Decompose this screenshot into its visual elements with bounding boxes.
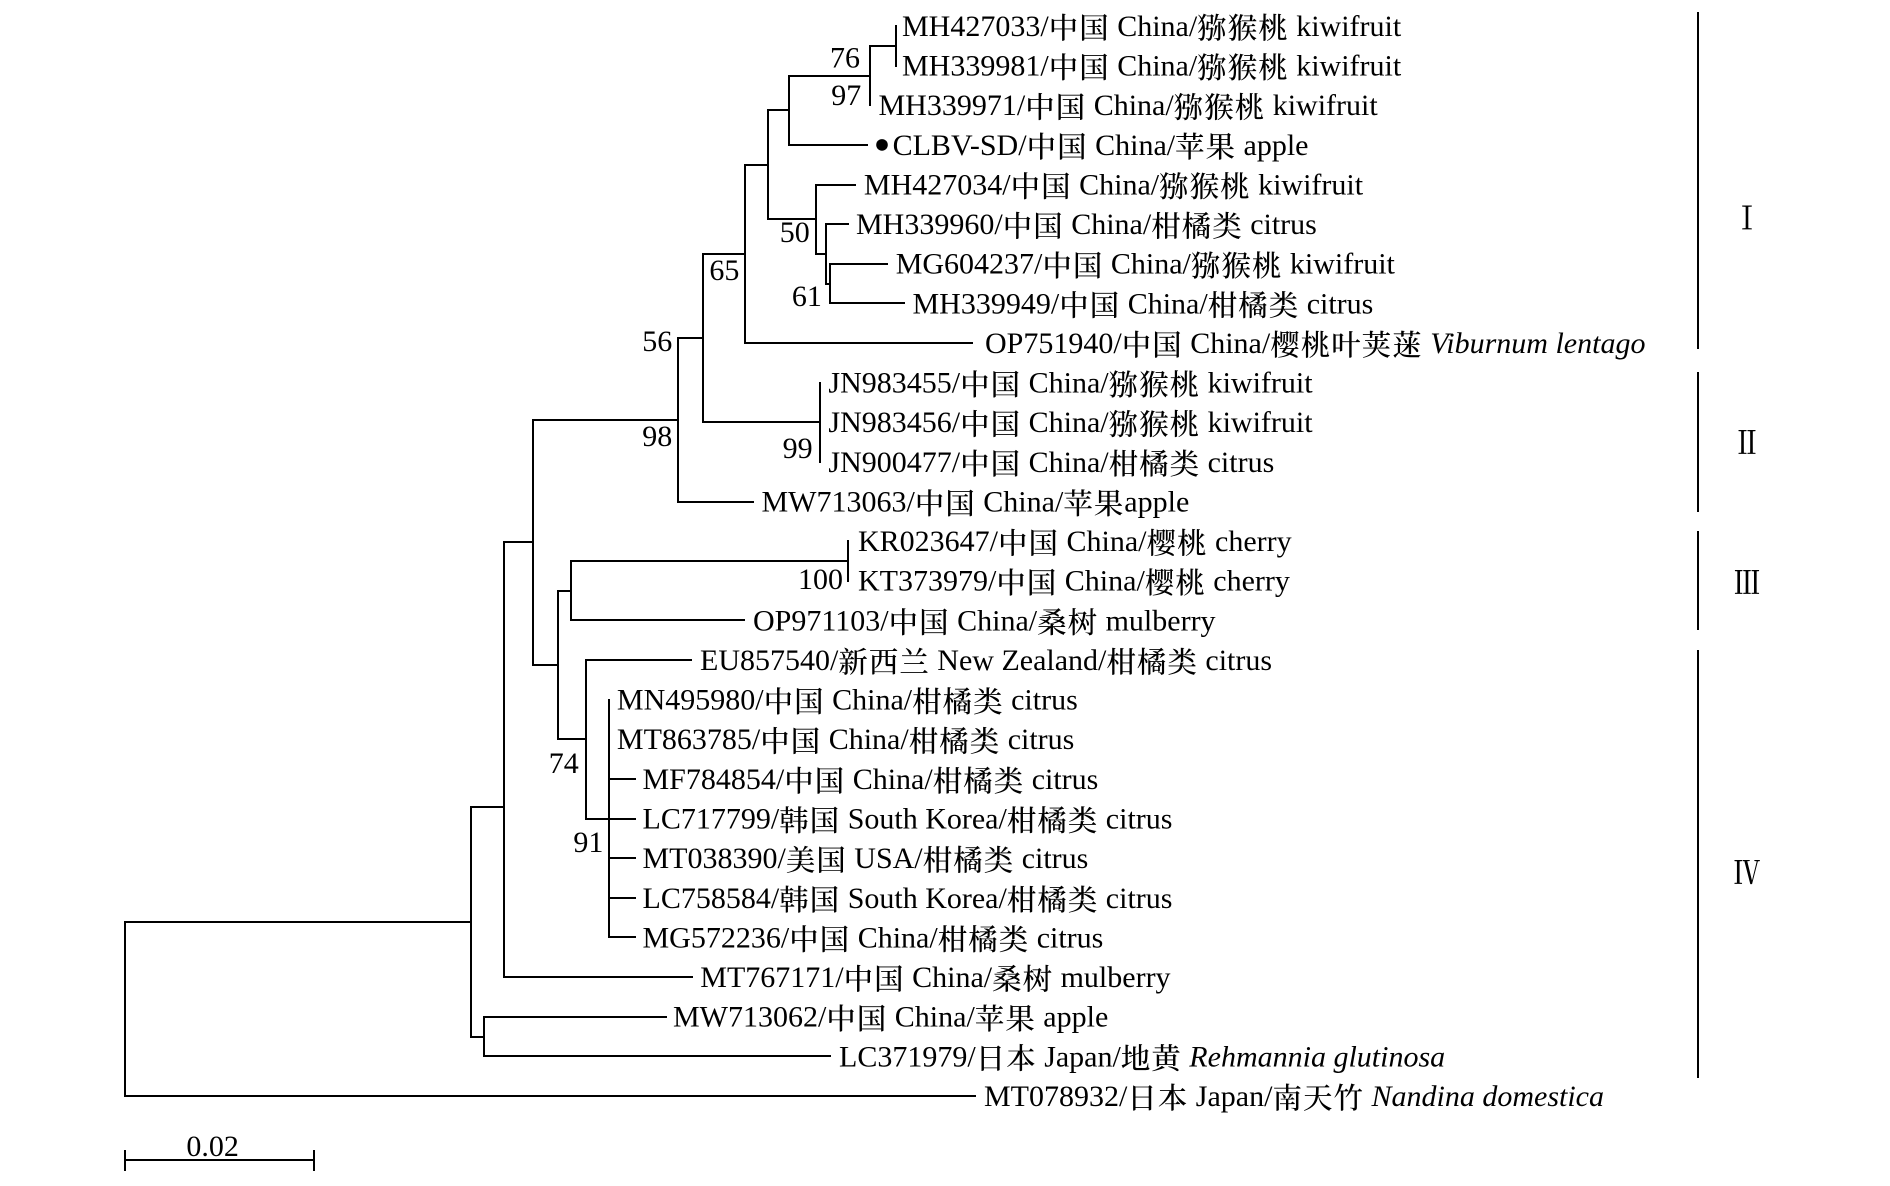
- svg-text:citrus: citrus: [1024, 763, 1098, 796]
- svg-text:kiwifruit: kiwifruit: [1200, 406, 1313, 439]
- svg-text:76: 76: [830, 41, 860, 74]
- svg-text:China/: China/: [905, 961, 993, 994]
- svg-text:South Korea/: South Korea/: [840, 882, 1007, 915]
- svg-text:56: 56: [642, 325, 672, 358]
- svg-text:kiwifruit: kiwifruit: [1282, 248, 1395, 281]
- svg-text:MG572236/: MG572236/: [643, 921, 790, 954]
- svg-text:kiwifruit: kiwifruit: [1289, 50, 1402, 83]
- svg-text:Viburnum lentago: Viburnum lentago: [1430, 327, 1645, 360]
- svg-text:China/: China/: [1088, 129, 1176, 162]
- svg-text:91: 91: [573, 826, 603, 859]
- svg-text:MW713063/: MW713063/: [762, 486, 916, 519]
- svg-text:China/: China/: [1021, 446, 1109, 479]
- svg-text:apple: apple: [1124, 486, 1189, 519]
- svg-text:China/: China/: [1086, 89, 1174, 122]
- svg-text:MH339981/: MH339981/: [902, 50, 1049, 83]
- svg-text:kiwifruit: kiwifruit: [1200, 367, 1313, 400]
- svg-text:citrus: citrus: [1014, 842, 1088, 875]
- svg-text:China/: China/: [1021, 367, 1109, 400]
- svg-text:cherry: cherry: [1206, 565, 1290, 598]
- svg-text:China/: China/: [825, 684, 913, 717]
- svg-text:MT863785/: MT863785/: [617, 723, 761, 756]
- svg-text:China/: China/: [950, 604, 1038, 637]
- svg-text:China/: China/: [1183, 327, 1271, 360]
- svg-text:LC717799/: LC717799/: [643, 803, 780, 836]
- svg-text:kiwifruit: kiwifruit: [1265, 89, 1378, 122]
- svg-text:mulberry: mulberry: [1053, 961, 1170, 994]
- svg-text:citrus: citrus: [1200, 446, 1274, 479]
- svg-text:Japan/: Japan/: [1037, 1040, 1122, 1073]
- svg-text:citrus: citrus: [1000, 723, 1074, 756]
- svg-text:MF784854/: MF784854/: [643, 763, 785, 796]
- svg-text:China/: China/: [1120, 287, 1208, 320]
- svg-text:MH339960/: MH339960/: [856, 208, 1003, 241]
- svg-text:South Korea/: South Korea/: [840, 803, 1007, 836]
- svg-text:EU857540/: EU857540/: [700, 644, 839, 677]
- svg-text:citrus: citrus: [1198, 644, 1272, 677]
- svg-text:China/: China/: [821, 723, 909, 756]
- svg-text:97: 97: [831, 79, 861, 112]
- svg-text:KT373979/: KT373979/: [858, 565, 997, 598]
- svg-text:citrus: citrus: [1098, 803, 1172, 836]
- svg-text:citrus: citrus: [1299, 287, 1373, 320]
- svg-text:kiwifruit: kiwifruit: [1289, 10, 1402, 43]
- svg-text:74: 74: [549, 747, 579, 780]
- svg-text:apple: apple: [1236, 129, 1308, 162]
- svg-text:citrus: citrus: [1098, 882, 1172, 915]
- svg-text:MG604237/: MG604237/: [896, 248, 1043, 281]
- svg-text:China/: China/: [1021, 406, 1109, 439]
- svg-text:JN900477/: JN900477/: [828, 446, 960, 479]
- svg-text:mulberry: mulberry: [1098, 604, 1215, 637]
- svg-text:apple: apple: [1036, 1001, 1108, 1034]
- svg-text:KR023647/: KR023647/: [858, 525, 999, 558]
- svg-text:LC758584/: LC758584/: [643, 882, 780, 915]
- svg-text:98: 98: [642, 420, 672, 453]
- svg-text:China/: China/: [1110, 50, 1198, 83]
- svg-text:JN983456/: JN983456/: [828, 406, 960, 439]
- svg-text:Japan/: Japan/: [1188, 1080, 1273, 1113]
- svg-text:MH427034/: MH427034/: [864, 168, 1011, 201]
- svg-text:50: 50: [780, 216, 810, 249]
- svg-text:China/: China/: [845, 763, 933, 796]
- svg-text:citrus: citrus: [1004, 684, 1078, 717]
- svg-text:China/: China/: [887, 1001, 975, 1034]
- svg-text:OP751940/: OP751940/: [985, 327, 1122, 360]
- svg-text:65: 65: [709, 254, 739, 287]
- svg-text:MH339971/: MH339971/: [879, 89, 1026, 122]
- svg-text:China/: China/: [976, 486, 1064, 519]
- svg-text:USA/: USA/: [847, 842, 924, 875]
- svg-text:citrus: citrus: [1029, 921, 1103, 954]
- svg-text:61: 61: [792, 280, 822, 313]
- svg-text:CLBV-SD/: CLBV-SD/: [893, 129, 1028, 162]
- svg-text:China/: China/: [1072, 168, 1160, 201]
- svg-text:Rehmannia glutinosa: Rehmannia glutinosa: [1188, 1040, 1445, 1073]
- svg-text:MH339949/: MH339949/: [913, 287, 1060, 320]
- svg-text:100: 100: [798, 563, 843, 596]
- svg-text:MN495980/: MN495980/: [617, 684, 764, 717]
- svg-text:cherry: cherry: [1208, 525, 1292, 558]
- svg-text:0.02: 0.02: [186, 1130, 239, 1163]
- svg-text:MH427033/: MH427033/: [902, 10, 1049, 43]
- svg-text:China/: China/: [1110, 10, 1198, 43]
- svg-text:China/: China/: [1057, 565, 1145, 598]
- svg-text:citrus: citrus: [1243, 208, 1317, 241]
- svg-text:MT767171/: MT767171/: [700, 961, 844, 994]
- svg-text:MT078932/: MT078932/: [984, 1080, 1128, 1113]
- svg-text:China/: China/: [850, 921, 938, 954]
- svg-text:China/: China/: [1059, 525, 1147, 558]
- svg-text:MT038390/: MT038390/: [643, 842, 787, 875]
- svg-text:China/: China/: [1064, 208, 1152, 241]
- svg-text:MW713062/: MW713062/: [673, 1001, 827, 1034]
- svg-text:JN983455/: JN983455/: [828, 367, 960, 400]
- svg-text:LC371979/: LC371979/: [839, 1040, 976, 1073]
- svg-text:China/: China/: [1103, 248, 1191, 281]
- svg-text:OP971103/: OP971103/: [753, 604, 889, 637]
- svg-text:99: 99: [783, 432, 813, 465]
- svg-text:kiwifruit: kiwifruit: [1251, 168, 1364, 201]
- svg-text:Nandina domestica: Nandina domestica: [1371, 1080, 1605, 1113]
- svg-text:New Zealand/: New Zealand/: [930, 644, 1107, 677]
